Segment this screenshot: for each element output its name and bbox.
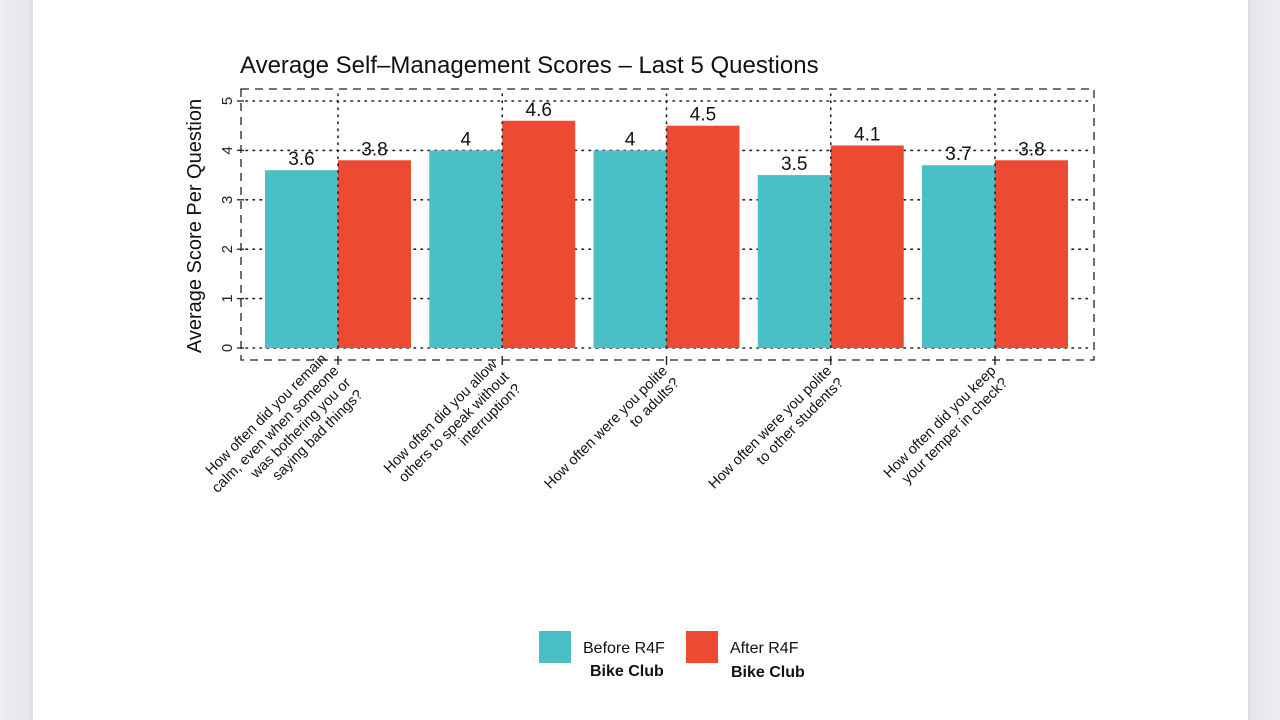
y-tick-label-1: 1 — [219, 294, 236, 302]
bar-before-4 — [757, 175, 831, 348]
legend-label-after-line1: After R4F — [730, 640, 799, 657]
value-label-before-1: 3.6 — [288, 149, 314, 170]
bar-after-3 — [666, 125, 740, 348]
bar-before-5 — [922, 165, 995, 348]
left-window-gutter — [0, 0, 33, 720]
legend-label-before-line2: Bike Club — [590, 663, 664, 680]
bar-before-1 — [265, 170, 338, 348]
value-label-after-4: 4.1 — [854, 124, 880, 145]
bars — [265, 120, 1068, 348]
legend-swatch-after — [686, 631, 718, 663]
value-label-before-5: 3.7 — [945, 144, 971, 165]
value-label-after-2: 4.6 — [526, 100, 552, 121]
value-label-before-3: 4 — [625, 129, 636, 150]
value-labels: 3.6 4 4 3.5 3.7 3.8 4.6 4.5 4.1 3.8 — [288, 100, 1044, 175]
value-label-after-1: 3.8 — [361, 139, 387, 160]
value-label-after-5: 3.8 — [1018, 139, 1044, 160]
category-label-2-line-2: others to speak without — [396, 369, 513, 486]
chart-title: Average Self–Management Scores – Last 5 … — [240, 52, 819, 79]
y-tick-label-0: 0 — [219, 344, 236, 352]
legend-swatch-before — [539, 631, 571, 663]
plot-frame — [240, 88, 1095, 365]
bar-before-2 — [429, 150, 503, 348]
document-page — [33, 0, 1248, 720]
y-tick-label-3: 3 — [219, 196, 236, 204]
right-window-gutter — [1248, 0, 1280, 720]
vertical-gridlines — [337, 93, 996, 353]
y-tick-label-2: 2 — [219, 245, 236, 253]
category-label-5-line-2: your temper in check? — [899, 375, 1011, 487]
value-label-before-2: 4 — [460, 129, 471, 150]
plot-border — [240, 88, 1095, 361]
legend-label-before-line1: Before R4F — [583, 640, 665, 657]
category-label-5-line-1: How often did you keep — [881, 363, 999, 481]
category-label-3-line-1: How often were you polite — [542, 363, 671, 492]
legend: Before R4F Bike Club After R4F Bike Club — [539, 631, 805, 681]
bar-after-5 — [995, 160, 1068, 348]
y-tick-label-4: 4 — [219, 146, 236, 154]
bar-after-2 — [502, 120, 576, 348]
value-label-after-3: 4.5 — [690, 105, 716, 126]
legend-label-after-line2: Bike Club — [731, 664, 805, 681]
category-label-4-line-1: How often were you polite — [706, 363, 835, 492]
value-label-before-4: 3.5 — [781, 154, 807, 175]
y-axis-ticks: 0 1 2 3 4 5 — [219, 97, 244, 352]
bar-after-1 — [338, 160, 411, 348]
y-tick-label-5: 5 — [219, 97, 236, 105]
y-axis-label: Average Score Per Question — [184, 99, 206, 353]
bar-before-3 — [593, 150, 667, 348]
bar-after-4 — [830, 145, 904, 348]
